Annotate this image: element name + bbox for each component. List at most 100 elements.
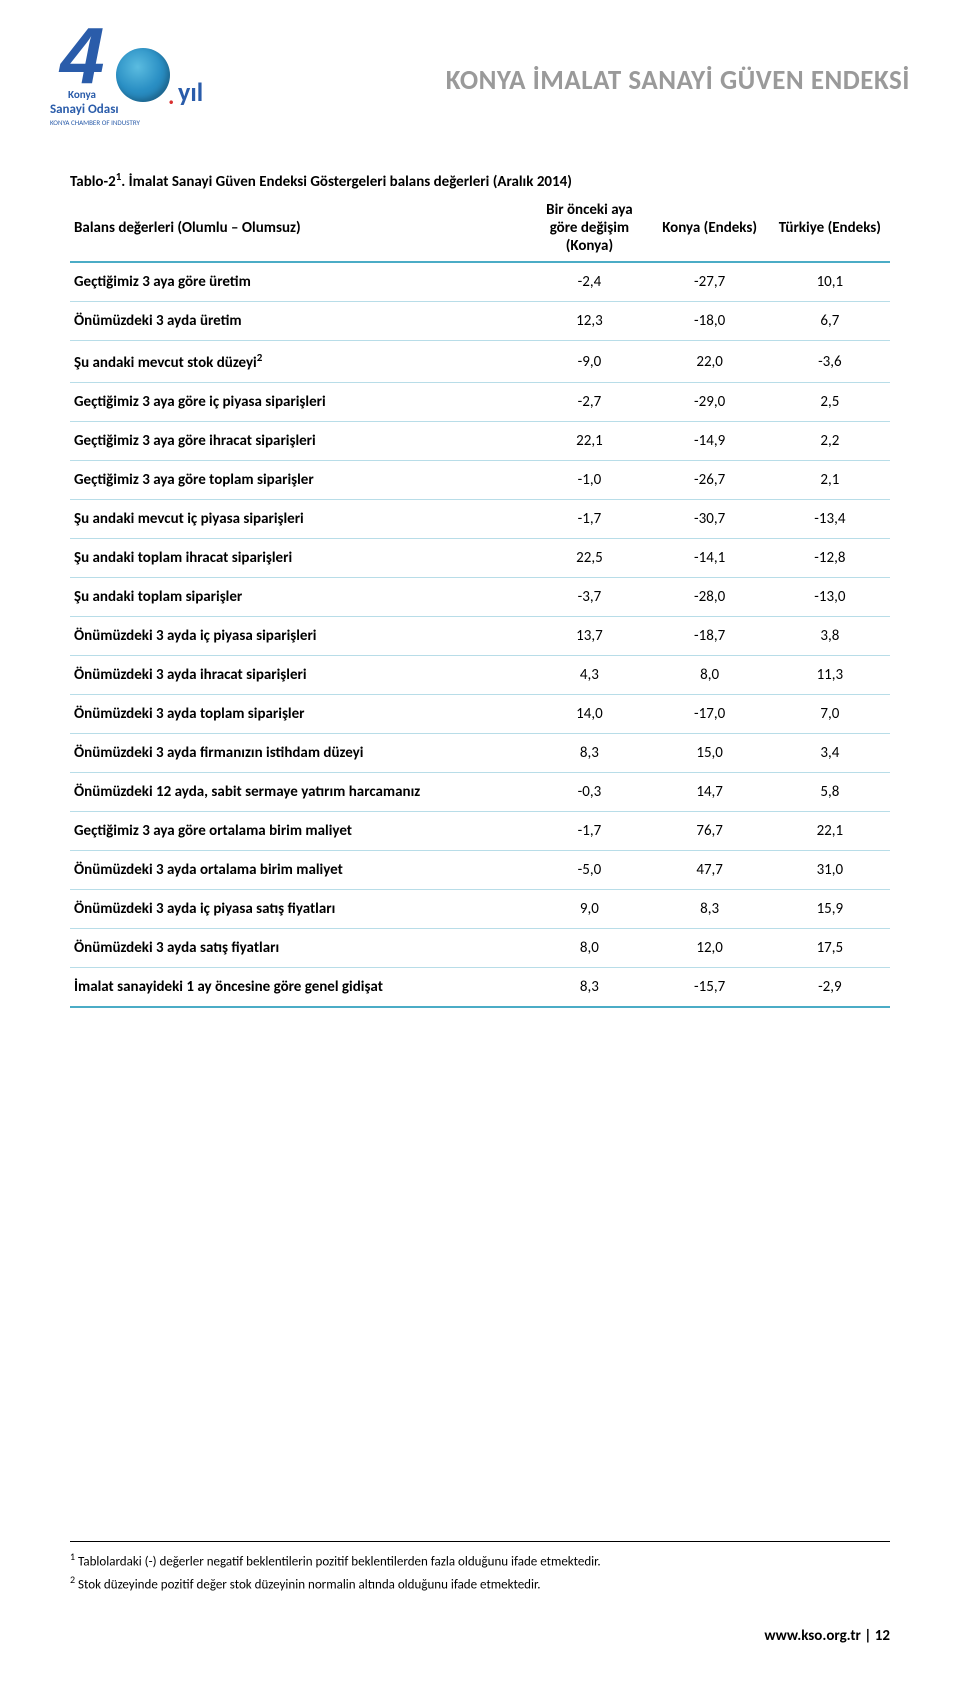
- row-value-2: 8,3: [650, 890, 770, 929]
- table-row: Geçtiğimiz 3 aya göre iç piyasa siparişl…: [70, 383, 890, 422]
- row-label: Önümüzdeki 3 ayda iç piyasa siparişleri: [70, 617, 529, 656]
- row-label: Önümüzdeki 3 ayda firmanızın istihdam dü…: [70, 734, 529, 773]
- row-value-3: -12,8: [770, 539, 890, 578]
- col-header-2: Konya (Endeks): [650, 195, 770, 262]
- row-value-1: 4,3: [529, 656, 649, 695]
- logo-yil: yıl: [178, 76, 203, 108]
- row-value-2: 14,7: [650, 773, 770, 812]
- row-value-2: 22,0: [650, 341, 770, 383]
- row-value-3: 2,2: [770, 422, 890, 461]
- row-value-2: -14,1: [650, 539, 770, 578]
- page-header: 4 . yıl Konya Sanayi Odası KONYA CHAMBER…: [0, 0, 960, 150]
- row-value-2: 47,7: [650, 851, 770, 890]
- row-value-3: 11,3: [770, 656, 890, 695]
- row-label: Önümüzdeki 3 ayda ihracat siparişleri: [70, 656, 529, 695]
- row-label: İmalat sanayideki 1 ay öncesine göre gen…: [70, 968, 529, 1008]
- footnote-2: 2 Stok düzeyinde pozitif değer stok düze…: [70, 1573, 890, 1595]
- row-value-3: -2,9: [770, 968, 890, 1008]
- footer-sep: |: [861, 1627, 875, 1645]
- row-value-2: -28,0: [650, 578, 770, 617]
- table-row: Geçtiğimiz 3 aya göre ortalama birim mal…: [70, 812, 890, 851]
- row-value-2: -26,7: [650, 461, 770, 500]
- content: Tablo-21. İmalat Sanayi Güven Endeksi Gö…: [0, 150, 960, 1008]
- row-value-3: 3,8: [770, 617, 890, 656]
- row-value-2: 8,0: [650, 656, 770, 695]
- row-label: Geçtiğimiz 3 aya göre iç piyasa siparişl…: [70, 383, 529, 422]
- row-value-3: 7,0: [770, 695, 890, 734]
- caption-rest: . İmalat Sanayi Güven Endeksi Göstergele…: [121, 173, 572, 191]
- table-row: Önümüzdeki 3 ayda firmanızın istihdam dü…: [70, 734, 890, 773]
- row-value-1: -3,7: [529, 578, 649, 617]
- table-row: Şu andaki toplam ihracat siparişleri22,5…: [70, 539, 890, 578]
- row-value-1: 8,3: [529, 968, 649, 1008]
- row-value-3: -3,6: [770, 341, 890, 383]
- row-value-1: 14,0: [529, 695, 649, 734]
- row-value-1: -1,0: [529, 461, 649, 500]
- row-value-3: -13,0: [770, 578, 890, 617]
- row-value-2: 76,7: [650, 812, 770, 851]
- row-value-3: 10,1: [770, 262, 890, 302]
- row-label: Geçtiğimiz 3 aya göre ihracat siparişler…: [70, 422, 529, 461]
- row-value-1: -5,0: [529, 851, 649, 890]
- row-value-2: -30,7: [650, 500, 770, 539]
- table-row: Önümüzdeki 12 ayda, sabit sermaye yatırı…: [70, 773, 890, 812]
- row-value-1: 22,5: [529, 539, 649, 578]
- row-label: Şu andaki toplam siparişler: [70, 578, 529, 617]
- table-row: Geçtiğimiz 3 aya göre üretim-2,4-27,710,…: [70, 262, 890, 302]
- row-value-1: -0,3: [529, 773, 649, 812]
- col-header-0: Balans değerleri (Olumlu – Olumsuz): [70, 195, 529, 262]
- row-value-3: 15,9: [770, 890, 890, 929]
- row-value-1: -1,7: [529, 812, 649, 851]
- row-label: Geçtiğimiz 3 aya göre ortalama birim mal…: [70, 812, 529, 851]
- row-label: Önümüzdeki 3 ayda toplam siparişler: [70, 695, 529, 734]
- row-value-3: 2,5: [770, 383, 890, 422]
- row-value-1: 13,7: [529, 617, 649, 656]
- row-value-1: 8,3: [529, 734, 649, 773]
- footer: www.kso.org.tr | 12: [764, 1627, 890, 1645]
- table-row: Önümüzdeki 3 ayda toplam siparişler14,0-…: [70, 695, 890, 734]
- row-value-2: 12,0: [650, 929, 770, 968]
- row-value-2: -17,0: [650, 695, 770, 734]
- row-value-3: 31,0: [770, 851, 890, 890]
- row-label: Önümüzdeki 3 ayda ortalama birim maliyet: [70, 851, 529, 890]
- row-value-1: 8,0: [529, 929, 649, 968]
- row-value-2: -29,0: [650, 383, 770, 422]
- table-row: Geçtiğimiz 3 aya göre ihracat siparişler…: [70, 422, 890, 461]
- row-label: Önümüzdeki 12 ayda, sabit sermaye yatırı…: [70, 773, 529, 812]
- row-label: Geçtiğimiz 3 aya göre üretim: [70, 262, 529, 302]
- row-value-3: 3,4: [770, 734, 890, 773]
- table-row: Önümüzdeki 3 ayda üretim12,3-18,06,7: [70, 302, 890, 341]
- row-value-2: -18,7: [650, 617, 770, 656]
- col-header-3: Türkiye (Endeks): [770, 195, 890, 262]
- footnote-1-text: Tablolardaki (-) değerler negatif beklen…: [75, 1554, 601, 1569]
- footnote-1: 1 Tablolardaki (-) değerler negatif bekl…: [70, 1550, 890, 1572]
- row-label: Şu andaki toplam ihracat siparişleri: [70, 539, 529, 578]
- footer-page: 12: [875, 1627, 890, 1645]
- row-value-1: 12,3: [529, 302, 649, 341]
- header-title: KONYA İMALAT SANAYİ GÜVEN ENDEKSİ: [230, 64, 920, 97]
- row-label: Geçtiğimiz 3 aya göre toplam siparişler: [70, 461, 529, 500]
- row-value-1: 9,0: [529, 890, 649, 929]
- caption-prefix: Tablo-2: [70, 173, 116, 191]
- row-value-2: 15,0: [650, 734, 770, 773]
- table-header-row: Balans değerleri (Olumlu – Olumsuz) Bir …: [70, 195, 890, 262]
- row-label: Şu andaki mevcut stok düzeyi2: [70, 341, 529, 383]
- table-caption: Tablo-21. İmalat Sanayi Güven Endeksi Gö…: [70, 170, 890, 191]
- col-header-1: Bir önceki aya göre değişim (Konya): [529, 195, 649, 262]
- table-row: Şu andaki toplam siparişler-3,7-28,0-13,…: [70, 578, 890, 617]
- row-value-2: -15,7: [650, 968, 770, 1008]
- logo-dot: .: [168, 82, 174, 111]
- footnote-2-text: Stok düzeyinde pozitif değer stok düzeyi…: [75, 1578, 540, 1593]
- row-value-1: 22,1: [529, 422, 649, 461]
- row-value-2: -14,9: [650, 422, 770, 461]
- row-value-2: -27,7: [650, 262, 770, 302]
- row-value-1: -1,7: [529, 500, 649, 539]
- row-value-3: 2,1: [770, 461, 890, 500]
- logo-konya: Konya: [68, 88, 96, 101]
- row-value-3: -13,4: [770, 500, 890, 539]
- row-value-3: 17,5: [770, 929, 890, 968]
- table-row: İmalat sanayideki 1 ay öncesine göre gen…: [70, 968, 890, 1008]
- table-row: Şu andaki mevcut stok düzeyi2-9,022,0-3,…: [70, 341, 890, 383]
- page: 4 . yıl Konya Sanayi Odası KONYA CHAMBER…: [0, 0, 960, 1681]
- table-row: Önümüzdeki 3 ayda satış fiyatları8,012,0…: [70, 929, 890, 968]
